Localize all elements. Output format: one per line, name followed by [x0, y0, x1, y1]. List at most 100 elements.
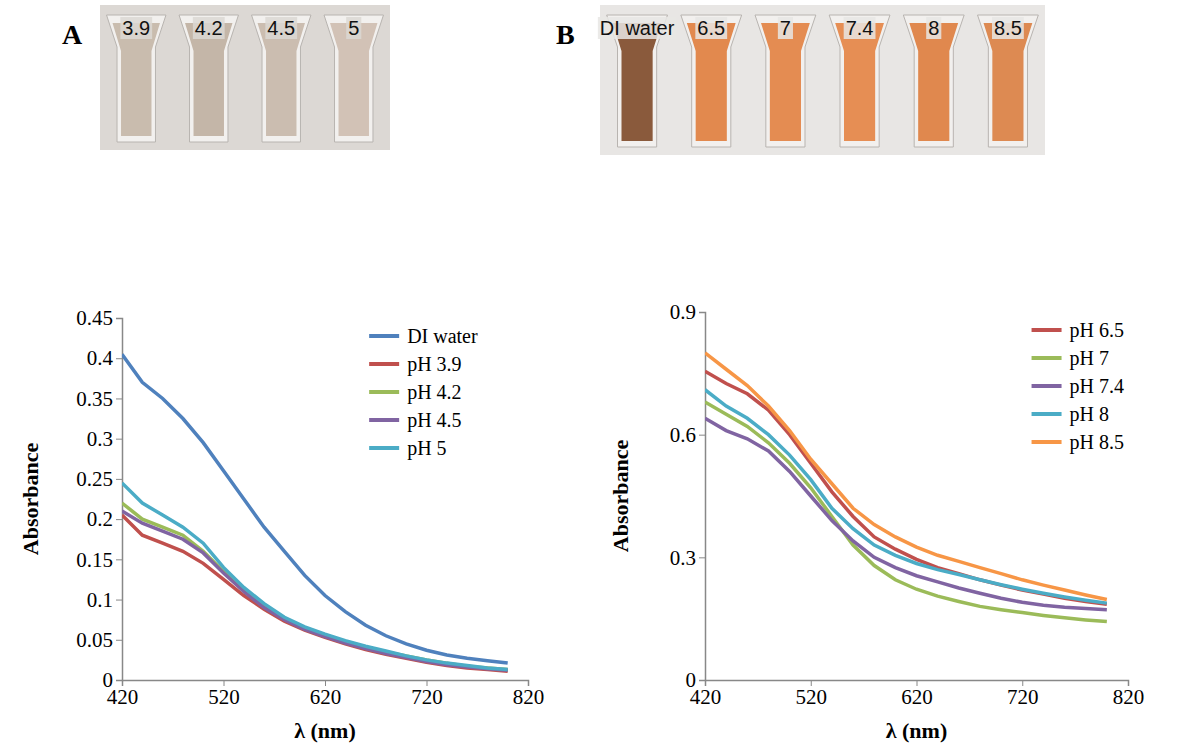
- photo-panel: [600, 5, 1045, 155]
- legend-entry: pH 3.9: [369, 353, 461, 376]
- legend-swatch: [1032, 356, 1062, 360]
- legend-swatch: [369, 390, 399, 394]
- y-axis-line: [699, 313, 706, 681]
- legend-entry: pH 4.2: [369, 381, 461, 404]
- y-axis-line: [116, 319, 123, 681]
- cuvette-liquid: [761, 23, 810, 141]
- series-line: [705, 418, 1107, 609]
- cuvette-label: 7: [780, 17, 791, 39]
- plot-area: [122, 354, 508, 671]
- y-tick-label: 0.3: [87, 427, 113, 451]
- label-patch: [265, 17, 297, 39]
- cuvette-liquid: [835, 23, 884, 141]
- y-axis-title: Absorbance: [18, 443, 43, 556]
- legend-swatch: [369, 334, 399, 338]
- y-tick: 0.3: [87, 427, 122, 451]
- x-tick: 520: [796, 680, 828, 709]
- x-tick: 620: [901, 680, 933, 709]
- y-tick-mark: [116, 358, 122, 359]
- x-tick-label: 820: [513, 685, 545, 709]
- y-tick: 0.6: [670, 423, 705, 447]
- y-tick-label: 0.2: [87, 507, 113, 531]
- y-axis: 00.050.10.150.20.250.30.350.40.45: [76, 306, 122, 692]
- cuvette-outline: [324, 15, 383, 142]
- cuvette-label: 4.2: [195, 17, 223, 39]
- x-tick: 720: [411, 680, 443, 709]
- series-line: [705, 371, 1107, 604]
- legend-label: pH 8.5: [1070, 431, 1124, 454]
- x-tick: 820: [513, 680, 545, 709]
- label-patch: [926, 17, 941, 39]
- x-axis-title: λ (nm): [294, 718, 356, 743]
- y-tick: 0.2: [87, 507, 122, 531]
- photo-background: [100, 5, 390, 150]
- plot-area: [705, 353, 1107, 622]
- cuvette: [179, 15, 238, 142]
- y-tick: 0.25: [76, 467, 122, 491]
- y-tick-mark: [116, 479, 122, 480]
- y-axis: 00.30.60.9: [670, 300, 706, 692]
- legend-swatch: [1032, 412, 1062, 416]
- legend-entry: pH 8: [1032, 403, 1109, 426]
- y-tick: 0.1: [87, 588, 122, 612]
- y-tick-label: 0.15: [76, 548, 113, 572]
- cuvette-outline: [903, 15, 964, 147]
- cuvette-label: 6.5: [697, 17, 725, 39]
- y-tick-label: 0.3: [670, 546, 696, 570]
- x-tick: 420: [690, 680, 722, 709]
- y-tick: 0.9: [670, 300, 705, 324]
- cuvette-liquid: [113, 23, 160, 136]
- y-tick-label: 0.35: [76, 387, 113, 411]
- y-tick-mark: [116, 640, 122, 641]
- y-axis-title: Absorbance: [608, 440, 633, 553]
- legend-label: pH 5: [407, 437, 446, 460]
- x-axis: 420 520 620 720 820: [107, 680, 545, 709]
- x-tick-label: 520: [208, 685, 240, 709]
- cuvette: [829, 15, 890, 147]
- label-patch: [778, 17, 793, 39]
- photo-panel: [100, 5, 390, 150]
- x-tick: 720: [1007, 680, 1039, 709]
- legend-label: pH 3.9: [407, 353, 461, 376]
- cuvette-outline: [978, 15, 1039, 147]
- y-tick: 0.3: [670, 546, 705, 570]
- legend-entry: pH 7: [1032, 347, 1109, 370]
- legend-swatch: [1032, 328, 1062, 332]
- legend-swatch: [369, 362, 399, 366]
- x-tick-label: 820: [1113, 685, 1145, 709]
- x-axis: 420 520 620 720 820: [690, 680, 1145, 709]
- cuvette-label: 8: [928, 17, 939, 39]
- cuvette-label: 7.4: [846, 17, 874, 39]
- x-tick-label: 520: [796, 685, 828, 709]
- label-patch: [695, 17, 727, 39]
- cuvette-liquid: [185, 23, 232, 136]
- x-axis-title: λ (nm): [886, 718, 948, 743]
- y-tick-mark: [116, 559, 122, 560]
- label-patch: [346, 17, 361, 39]
- x-tick: 420: [107, 680, 139, 709]
- x-tick: 520: [208, 680, 240, 709]
- cuvette-outline: [681, 15, 742, 147]
- cuvette-label: 5: [348, 17, 359, 39]
- series-line: [705, 402, 1107, 622]
- legend-label: pH 4.2: [407, 381, 461, 404]
- cuvette-outline: [179, 15, 238, 142]
- x-tick-label: 620: [310, 685, 342, 709]
- cuvette: [903, 15, 964, 147]
- cuvette: [252, 15, 311, 142]
- cuvette-label: DI water: [600, 17, 675, 39]
- legend-swatch: [1032, 440, 1062, 444]
- y-tick-label: 0.4: [87, 346, 114, 370]
- cuvette-liquid: [258, 23, 305, 136]
- legend-label: DI water: [407, 325, 478, 347]
- cuvette: [978, 15, 1039, 147]
- legend-entry: pH 7.4: [1032, 375, 1124, 398]
- legend-swatch: [369, 446, 399, 450]
- cuvette-liquid: [984, 23, 1033, 141]
- y-tick-mark: [116, 318, 122, 319]
- cuvette-liquid: [687, 23, 736, 141]
- x-tick: 820: [1113, 680, 1145, 709]
- y-tick-mark: [699, 312, 705, 313]
- legend-swatch: [369, 418, 399, 422]
- y-tick-mark: [116, 600, 122, 601]
